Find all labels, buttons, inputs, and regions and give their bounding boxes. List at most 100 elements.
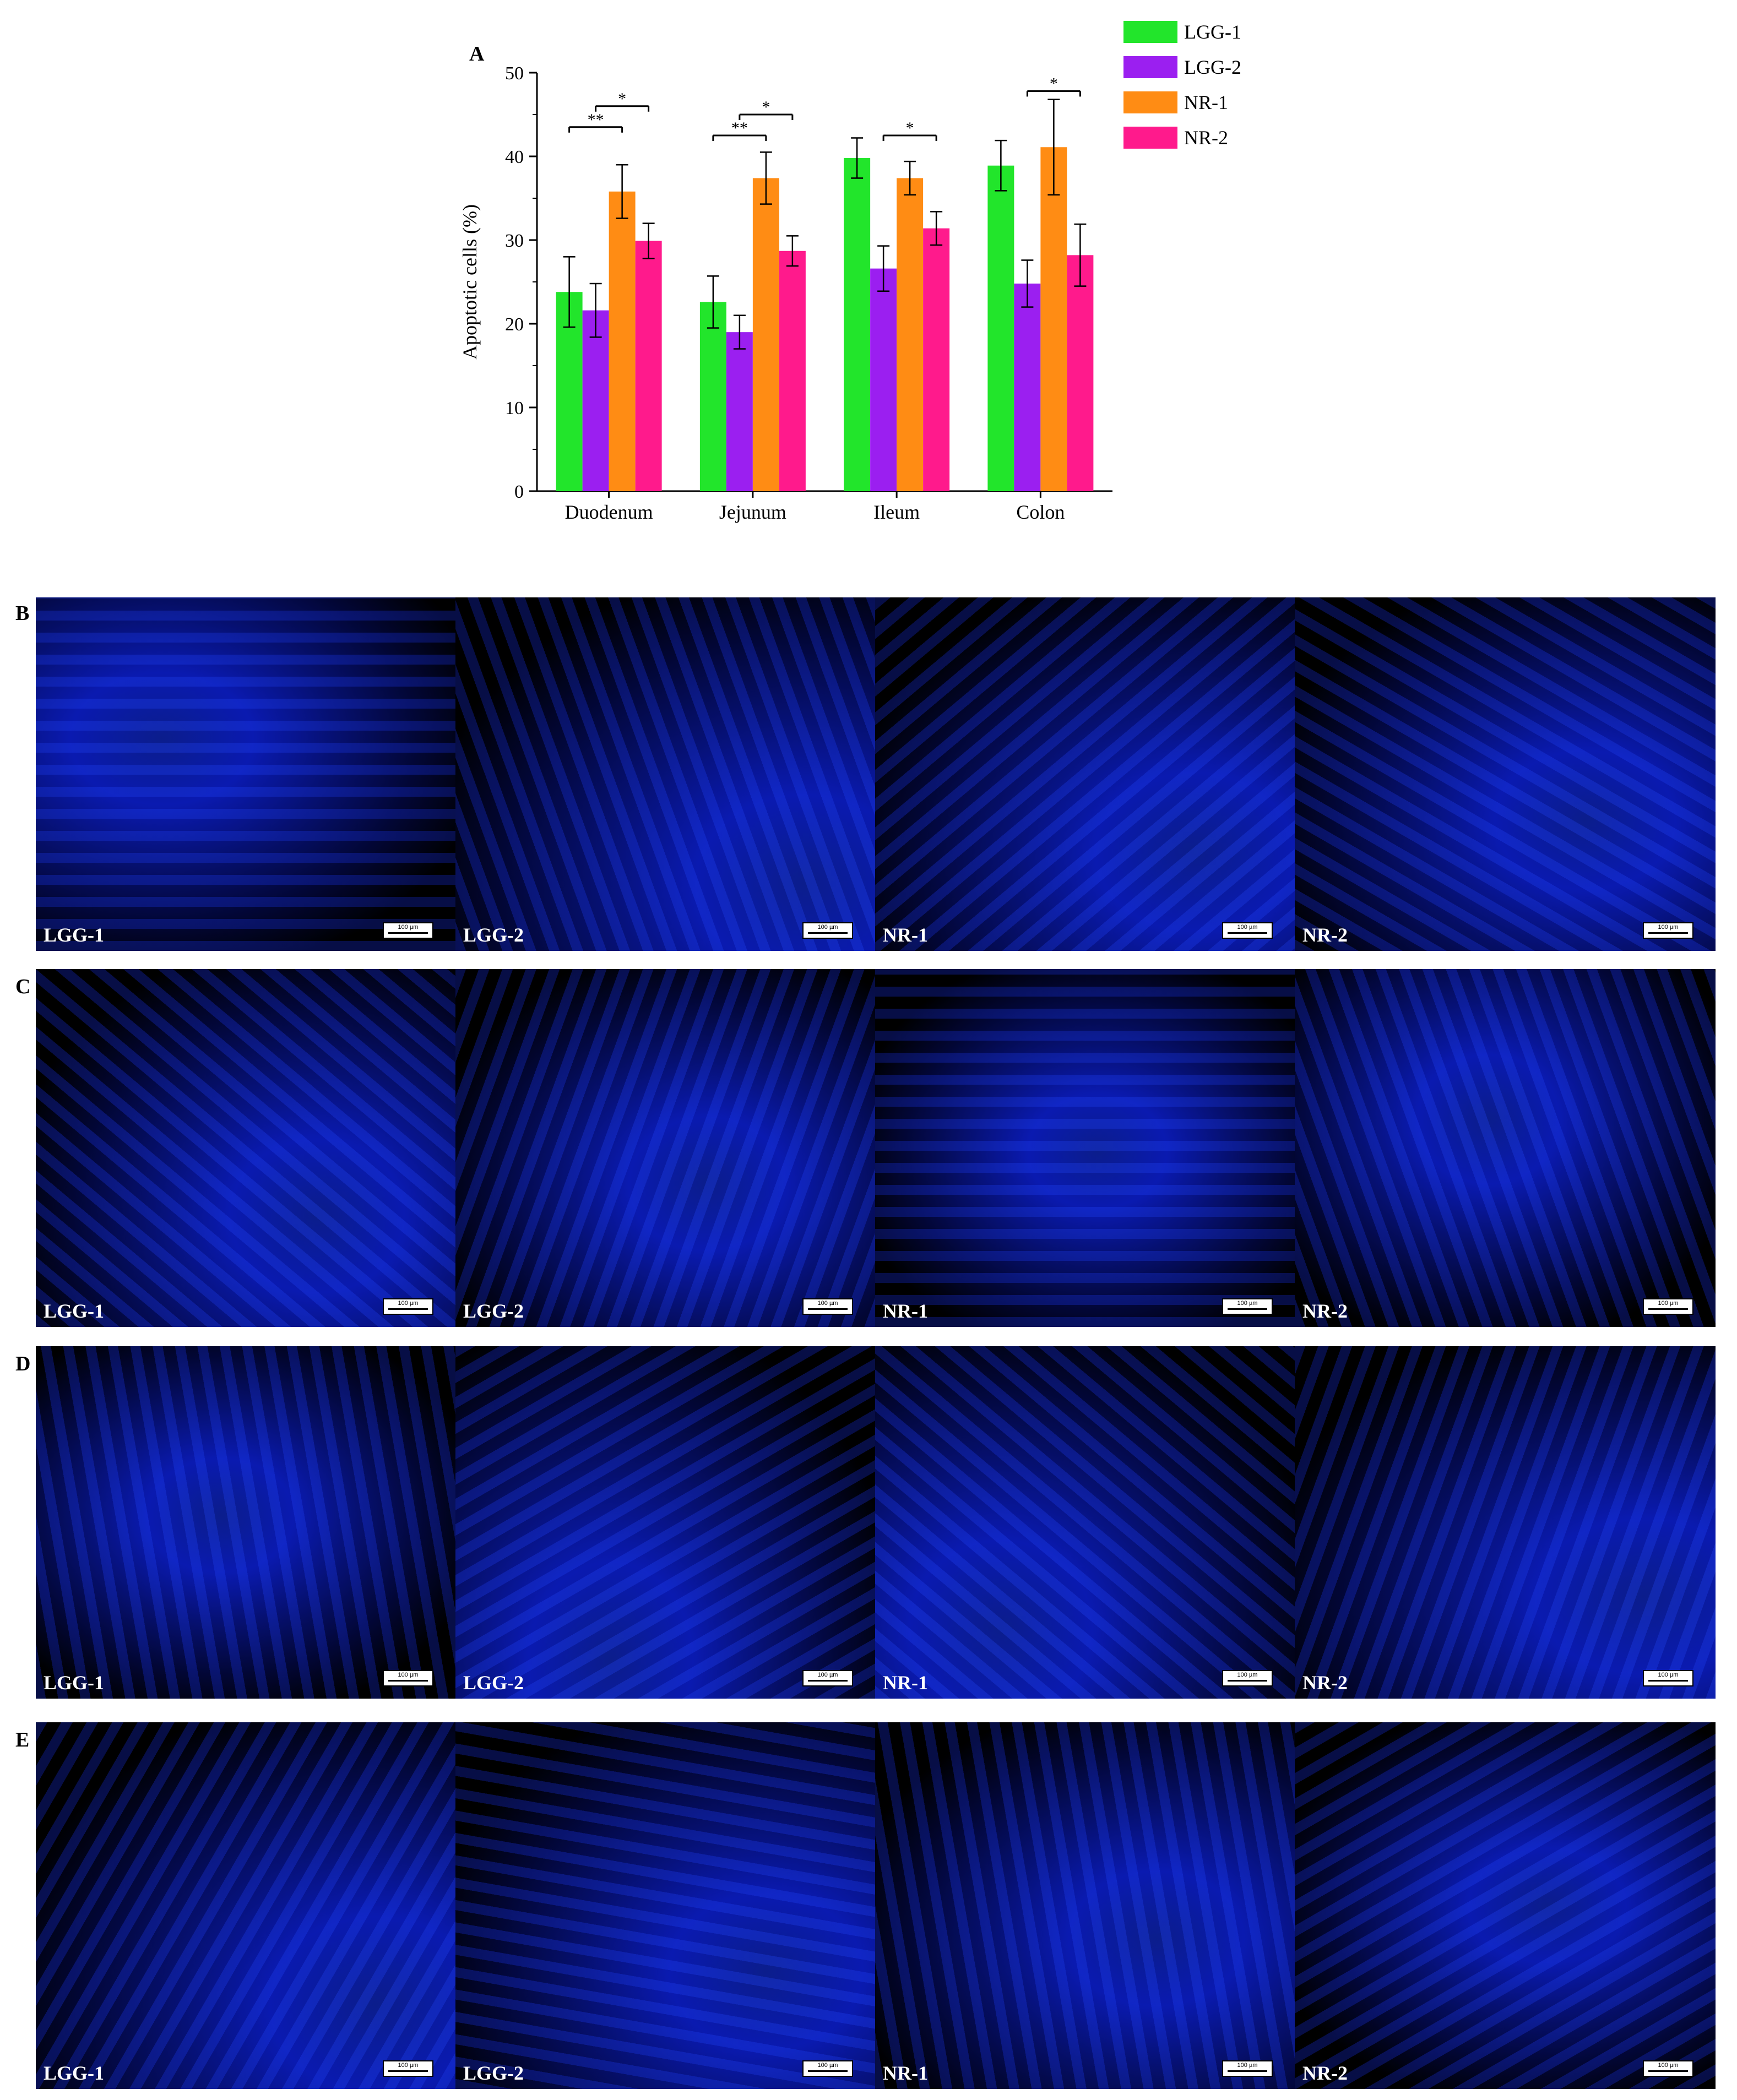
scale-bar-line xyxy=(1648,932,1688,934)
legend-label-lgg-2: LGG-2 xyxy=(1184,56,1241,78)
scale-bar-line xyxy=(1648,1308,1688,1310)
y-tick-label-5: 50 xyxy=(505,63,524,84)
micrograph-label: NR-1 xyxy=(883,1300,928,1322)
legend-swatch-nr-2 xyxy=(1123,127,1177,149)
bar-lgg-2-ileum xyxy=(870,268,897,491)
scale-bar: 100 µm xyxy=(802,1298,853,1315)
scale-bar: 100 µm xyxy=(1643,1298,1693,1315)
micrograph-b-nr-1: NR-1 100 µm xyxy=(875,597,1295,951)
micrograph-label: LGG-1 xyxy=(44,924,105,946)
scale-bar: 100 µm xyxy=(802,922,853,939)
micrograph-label: LGG-1 xyxy=(44,2062,105,2084)
legend-label-nr-2: NR-2 xyxy=(1184,127,1228,149)
micrograph-e-lgg-1: LGG-1 100 µm xyxy=(36,1722,455,2089)
scale-bar-label: 100 µm xyxy=(817,924,838,931)
micrograph-d-nr-2: NR-2 100 µm xyxy=(1295,1346,1716,1699)
micrograph-label: LGG-1 xyxy=(44,1300,105,1322)
legend-swatch-lgg-1 xyxy=(1123,21,1177,43)
scale-bar: 100 µm xyxy=(383,2060,433,2077)
scale-bar-line xyxy=(388,2070,428,2072)
scale-bar-line xyxy=(388,1308,428,1310)
micrograph-label: NR-2 xyxy=(1302,924,1348,946)
legend-swatch-lgg-2 xyxy=(1123,56,1177,78)
micrograph-b-lgg-1: LGG-1 100 µm xyxy=(36,597,455,951)
micrograph-label: LGG-2 xyxy=(463,1672,524,1694)
scale-bar-line xyxy=(1228,2070,1267,2072)
scale-bar: 100 µm xyxy=(1222,922,1273,939)
micrograph-e-lgg-2: LGG-2 100 µm xyxy=(455,1722,875,2089)
scale-bar-label: 100 µm xyxy=(1658,1300,1679,1307)
bar-nr-1-ileum xyxy=(897,178,924,491)
micrograph-row-e: LGG-1 100 µm LGG-2 100 µm NR-1 100 µm NR-2 100 … xyxy=(36,1722,1716,2089)
scale-bar-label: 100 µm xyxy=(1237,2062,1258,2069)
y-tick-label-2: 20 xyxy=(505,314,524,335)
scale-bar-line xyxy=(808,932,848,934)
micrograph-row-d: LGG-1 100 µm LGG-2 100 µm NR-1 100 µm NR-2 100 … xyxy=(36,1346,1716,1699)
y-tick-label-4: 40 xyxy=(505,147,524,167)
y-tick-label-0: 0 xyxy=(514,482,524,502)
scale-bar: 100 µm xyxy=(383,922,433,939)
significance-label-5: * xyxy=(1050,74,1058,93)
panel-label-c: C xyxy=(15,975,31,998)
scale-bar-line xyxy=(1228,1680,1267,1682)
apoptosis-bar-chart: 0 10 20 30 40 50 Apoptotic cells (%) Duodenum Je… xyxy=(452,0,1289,551)
significance-label-0: ** xyxy=(588,111,604,129)
scale-bar: 100 µm xyxy=(383,1298,433,1315)
panel-label-a: A xyxy=(469,42,485,66)
scale-bar-line xyxy=(1228,932,1267,934)
scale-bar: 100 µm xyxy=(1222,2060,1273,2077)
panel-label-b: B xyxy=(15,602,30,625)
micrograph-e-nr-2: NR-2 100 µm xyxy=(1295,1722,1716,2089)
micrograph-label: LGG-2 xyxy=(463,2062,524,2084)
scale-bar-line xyxy=(1228,1308,1267,1310)
scale-bar-label: 100 µm xyxy=(817,1672,838,1678)
bar-lgg-1-ileum xyxy=(844,158,871,491)
y-tick-label-3: 30 xyxy=(505,231,524,251)
significance-label-4: * xyxy=(906,119,914,137)
legend-label-nr-1: NR-1 xyxy=(1184,91,1228,113)
micrograph-b-nr-2: NR-2 100 µm xyxy=(1295,597,1716,951)
micrograph-d-lgg-1: LGG-1 100 µm xyxy=(36,1346,455,1699)
bar-nr-2-colon xyxy=(1067,255,1094,491)
bar-lgg-2-jejunum xyxy=(726,332,753,491)
scale-bar-label: 100 µm xyxy=(1237,1300,1258,1307)
micrograph-c-nr-1: NR-1 100 µm xyxy=(875,969,1295,1327)
micrograph-label: LGG-1 xyxy=(44,1672,105,1694)
micrograph-label: NR-2 xyxy=(1302,1672,1348,1694)
bar-nr-2-duodenum xyxy=(635,241,662,491)
scale-bar: 100 µm xyxy=(802,2060,853,2077)
scale-bar-label: 100 µm xyxy=(817,1300,838,1307)
micrograph-label: LGG-2 xyxy=(463,924,524,946)
legend-label-lgg-1: LGG-1 xyxy=(1184,21,1241,43)
x-tick-label-jejunum: Jejunum xyxy=(719,501,786,523)
scale-bar-line xyxy=(808,1308,848,1310)
scale-bar-label: 100 µm xyxy=(1237,924,1258,931)
micrograph-d-lgg-2: LGG-2 100 µm xyxy=(455,1346,875,1699)
micrograph-d-nr-1: NR-1 100 µm xyxy=(875,1346,1295,1699)
chart-svg: 0 10 20 30 40 50 Apoptotic cells (%) Duodenum Je… xyxy=(459,21,1241,523)
scale-bar-label: 100 µm xyxy=(1658,924,1679,931)
scale-bar-label: 100 µm xyxy=(398,1300,419,1307)
scale-bar: 100 µm xyxy=(1222,1298,1273,1315)
scale-bar-label: 100 µm xyxy=(1237,1672,1258,1678)
micrograph-row-c: LGG-1 100 µm LGG-2 100 µm NR-1 100 µm NR-2 100 … xyxy=(36,969,1716,1327)
scale-bar-label: 100 µm xyxy=(817,2062,838,2069)
scale-bar-label: 100 µm xyxy=(1658,2062,1679,2069)
scale-bar: 100 µm xyxy=(1643,1670,1693,1686)
bar-nr-2-ileum xyxy=(923,228,950,491)
micrograph-label: NR-1 xyxy=(883,2062,928,2084)
scale-bar-line xyxy=(808,1680,848,1682)
micrograph-label: NR-1 xyxy=(883,924,928,946)
bar-nr-1-jejunum xyxy=(752,178,779,491)
significance-label-1: * xyxy=(618,90,626,108)
significance-label-3: * xyxy=(762,98,770,116)
bar-nr-1-colon xyxy=(1040,147,1067,491)
significance-label-2: ** xyxy=(731,119,748,137)
scale-bar-line xyxy=(388,1680,428,1682)
bar-nr-1-duodenum xyxy=(609,191,636,492)
bar-lgg-1-colon xyxy=(987,165,1014,492)
micrograph-b-lgg-2: LGG-2 100 µm xyxy=(455,597,875,951)
scale-bar: 100 µm xyxy=(802,1670,853,1686)
scale-bar-line xyxy=(1648,2070,1688,2072)
micrograph-c-nr-2: NR-2 100 µm xyxy=(1295,969,1716,1327)
